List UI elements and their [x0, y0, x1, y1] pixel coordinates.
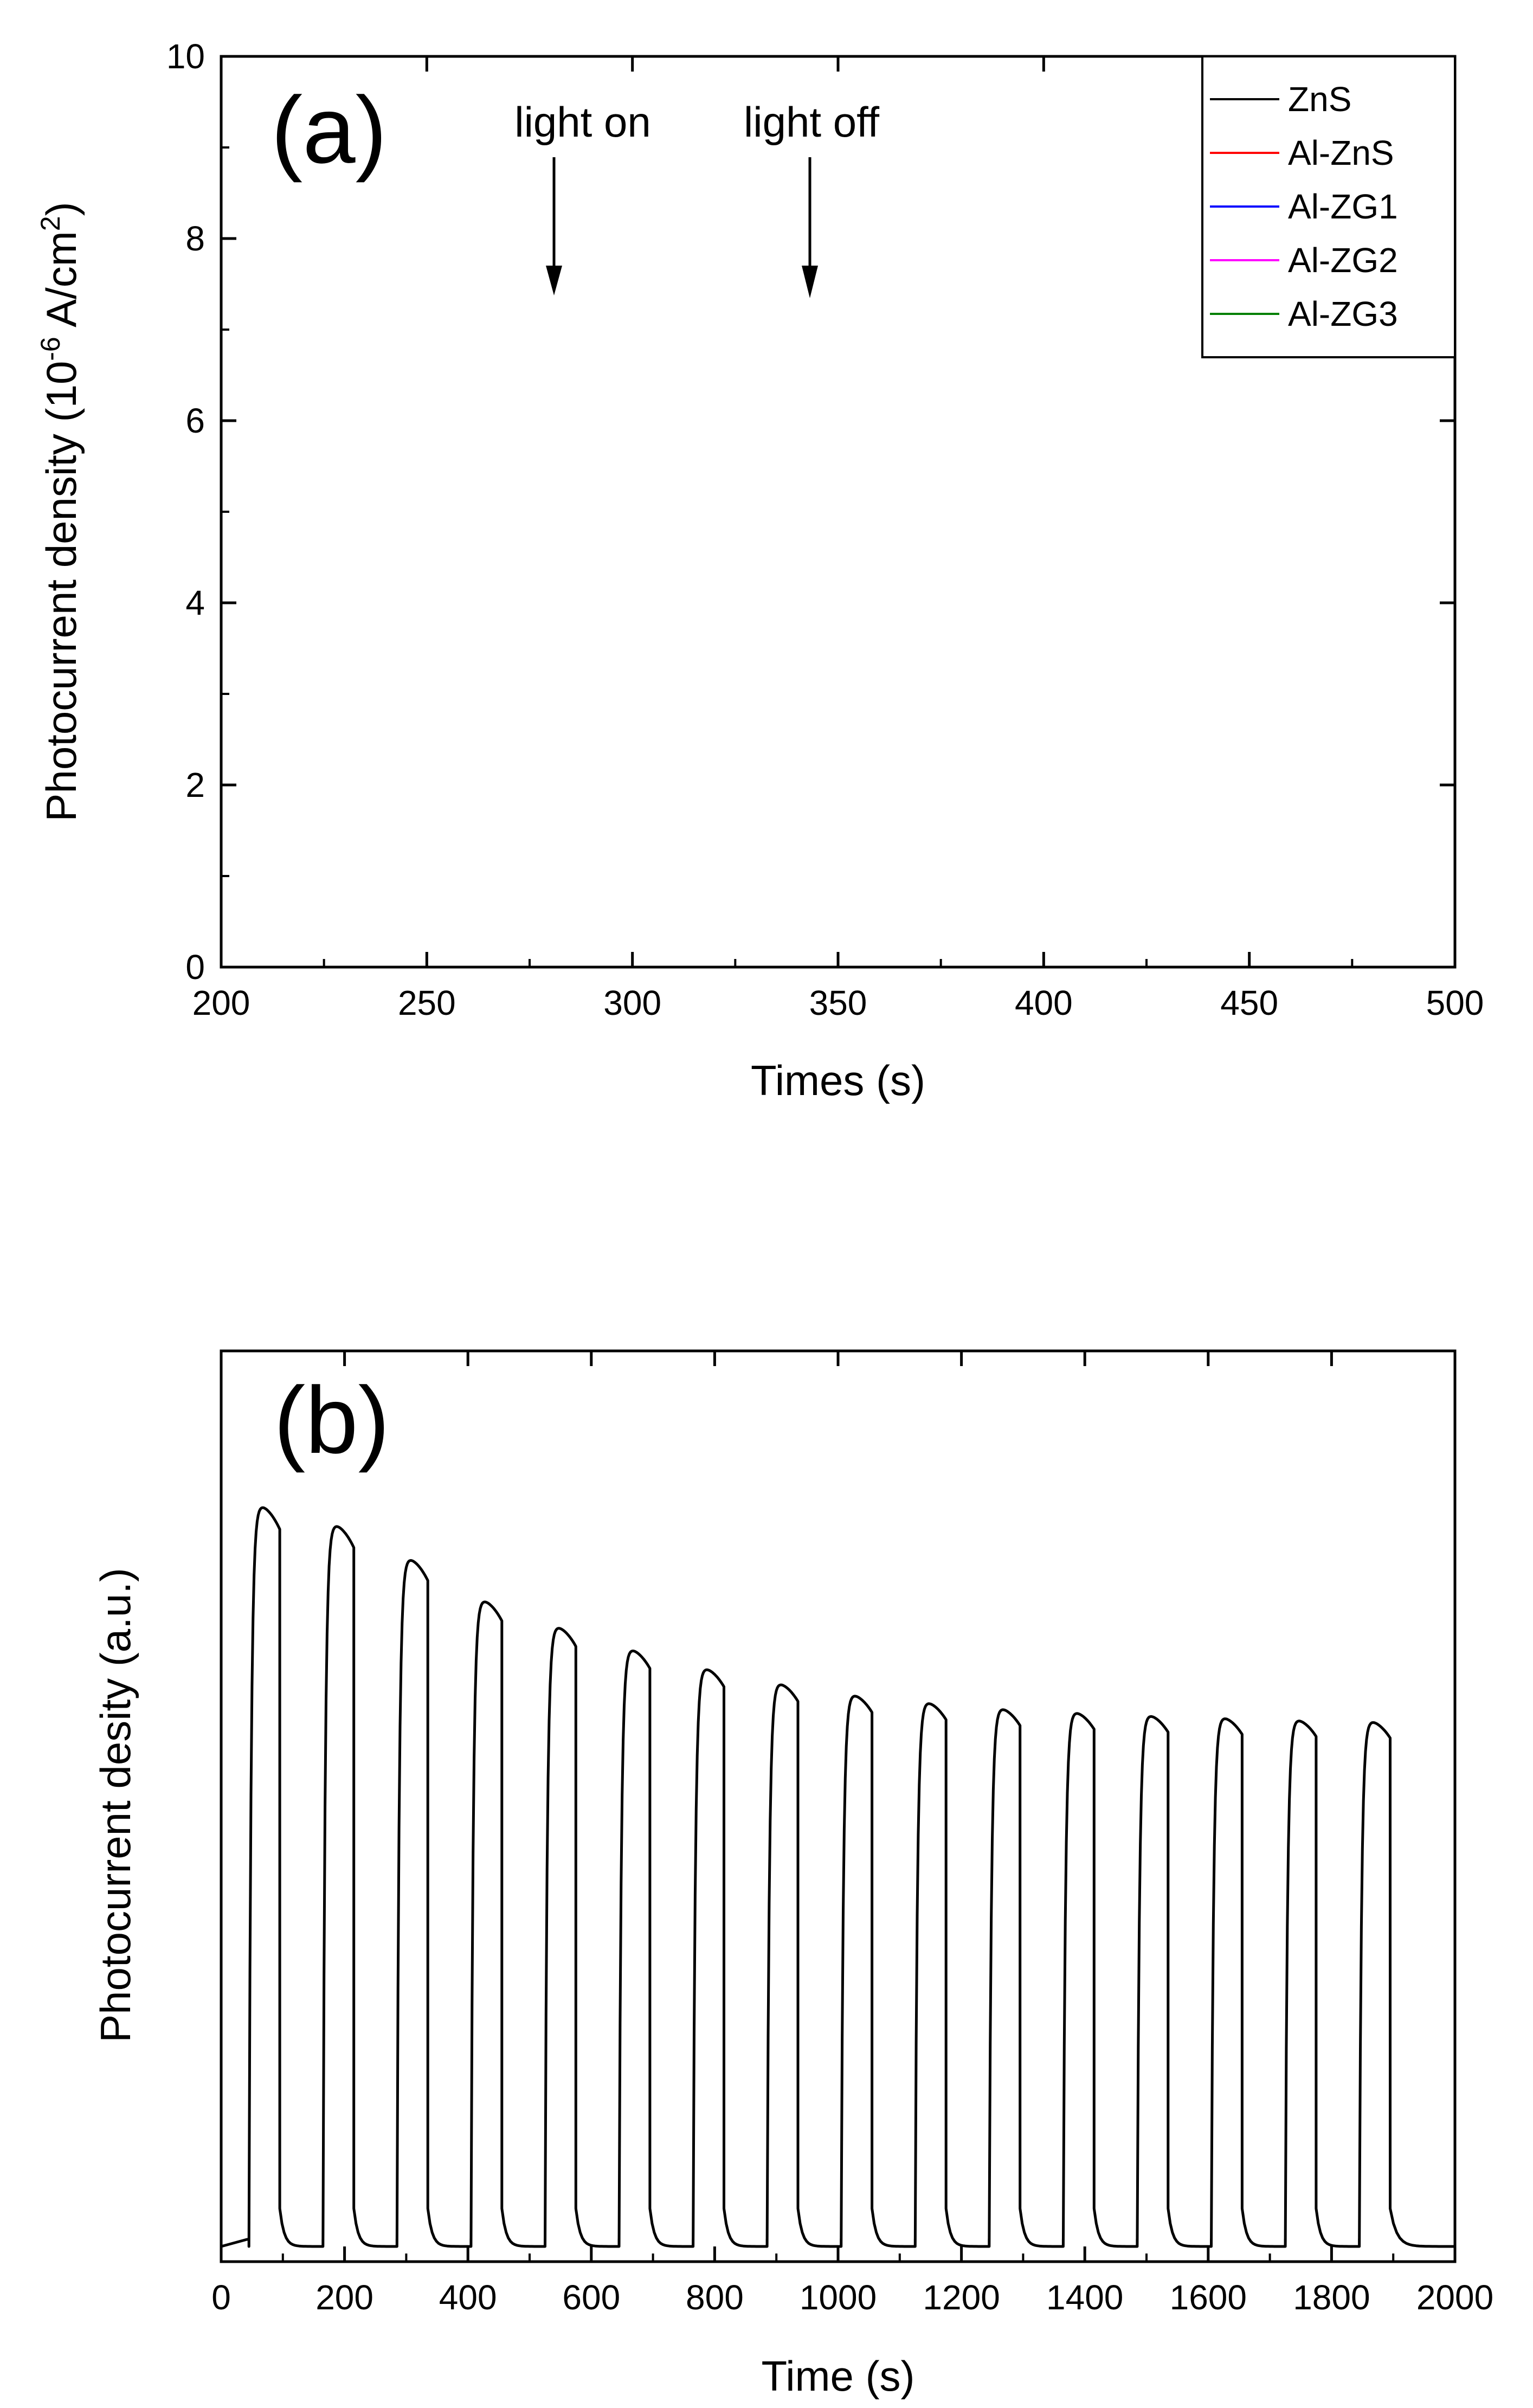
legend-label-al-zg1: Al-ZG1	[1288, 187, 1398, 226]
panel-a-y-tick-label-0: 0	[185, 948, 205, 987]
y-title-sup2: 2	[35, 216, 66, 231]
y-title-sup1: -6	[35, 337, 66, 360]
legend-label-zns: ZnS	[1288, 80, 1351, 119]
panel-b-label: (b)	[274, 1368, 390, 1473]
panel-a-chart: 200 250 300 350 400 450 500 0 2 4 6 8 10 (a) light o…	[35, 37, 1484, 1104]
panel-a-x-tick-label-350: 350	[809, 983, 867, 1022]
legend-entry-al-zg1: Al-ZG1	[1210, 187, 1398, 226]
y-title-end: )	[37, 202, 85, 216]
panel-a-y-tick-label-8: 8	[185, 219, 205, 258]
panel-a-x-tick-label-450: 450	[1220, 983, 1278, 1022]
light-on-arrow-head	[546, 266, 562, 295]
legend-label-al-zg2: Al-ZG2	[1288, 241, 1398, 280]
panel-b-x-tick-label-1400: 1400	[1046, 2278, 1123, 2317]
panel-b-x-tick-label-400: 400	[439, 2278, 497, 2317]
panel-b-chart: 0 200 400 600 800 1000 1200 1400 1600 1800 2000 (b…	[92, 1349, 1493, 2400]
panel-a-y-tick-label-2: 2	[185, 765, 205, 804]
panel-b-ticks: 0 200 400 600 800 1000 1200 1400 1600 1800 2000	[211, 1351, 1493, 2317]
panel-b-x-tick-label-800: 800	[686, 2278, 744, 2317]
panel-a-x-tick-label-200: 200	[192, 983, 250, 1022]
light-off-annotation: light off	[744, 98, 879, 298]
panel-a-ticks: 200 250 300 350 400 450 500 0 2 4 6 8 10	[166, 37, 1484, 1022]
legend-entry-al-zns: Al-ZnS	[1210, 133, 1394, 172]
light-on-label: light on	[514, 98, 651, 146]
legend-entry-zns: ZnS	[1210, 80, 1351, 119]
y-title-mid: A/cm	[37, 231, 85, 337]
panel-b-x-tick-label-0: 0	[211, 2278, 231, 2317]
panel-a-y-axis-title: Photocurrent density (10-6 A/cm2)	[35, 202, 85, 821]
panel-a-x-tick-label-500: 500	[1426, 983, 1484, 1022]
panel-a-x-tick-label-400: 400	[1015, 983, 1073, 1022]
panel-a-label: (a)	[271, 78, 387, 183]
panel-b-plot-area	[221, 1506, 1455, 2248]
panel-b-x-tick-label-600: 600	[562, 2278, 620, 2317]
panel-b-x-axis-title: Time (s)	[761, 2352, 914, 2400]
panel-b-x-tick-label-1200: 1200	[923, 2278, 1000, 2317]
panel-b-x-tick-label-2000: 2000	[1416, 2278, 1493, 2317]
light-on-annotation: light on	[514, 98, 651, 295]
panel-a-legend: ZnS Al-ZnS Al-ZG1 Al-ZG2 Al-ZG3	[1201, 55, 1456, 358]
panel-b-y-axis-title: Photocurrent desity (a.u.)	[92, 1568, 139, 2043]
light-off-label: light off	[744, 98, 879, 146]
panel-b-x-tick-label-1600: 1600	[1170, 2278, 1247, 2317]
panel-a-x-tick-label-250: 250	[398, 983, 456, 1022]
panel-a-y-tick-label-4: 4	[185, 583, 205, 622]
legend-entry-al-zg2: Al-ZG2	[1210, 241, 1398, 280]
panel-a-x-axis-title: Times (s)	[751, 1057, 925, 1104]
legend-entry-al-zg3: Al-ZG3	[1210, 294, 1398, 333]
series-line-photocurrent	[221, 1506, 1455, 2248]
panel-b-x-tick-label-1000: 1000	[800, 2278, 877, 2317]
light-off-arrow-head	[802, 266, 818, 298]
legend-label-al-zg3: Al-ZG3	[1288, 294, 1398, 333]
panel-a-x-tick-label-300: 300	[603, 983, 661, 1022]
panel-a-y-tick-label-10: 10	[166, 37, 205, 76]
panel-a-y-tick-label-6: 6	[185, 401, 205, 440]
y-title-base: Photocurrent density (10	[37, 361, 85, 822]
panel-b-x-tick-label-1800: 1800	[1293, 2278, 1370, 2317]
legend-label-al-zns: Al-ZnS	[1288, 133, 1394, 172]
panel-b-x-tick-label-200: 200	[315, 2278, 373, 2317]
